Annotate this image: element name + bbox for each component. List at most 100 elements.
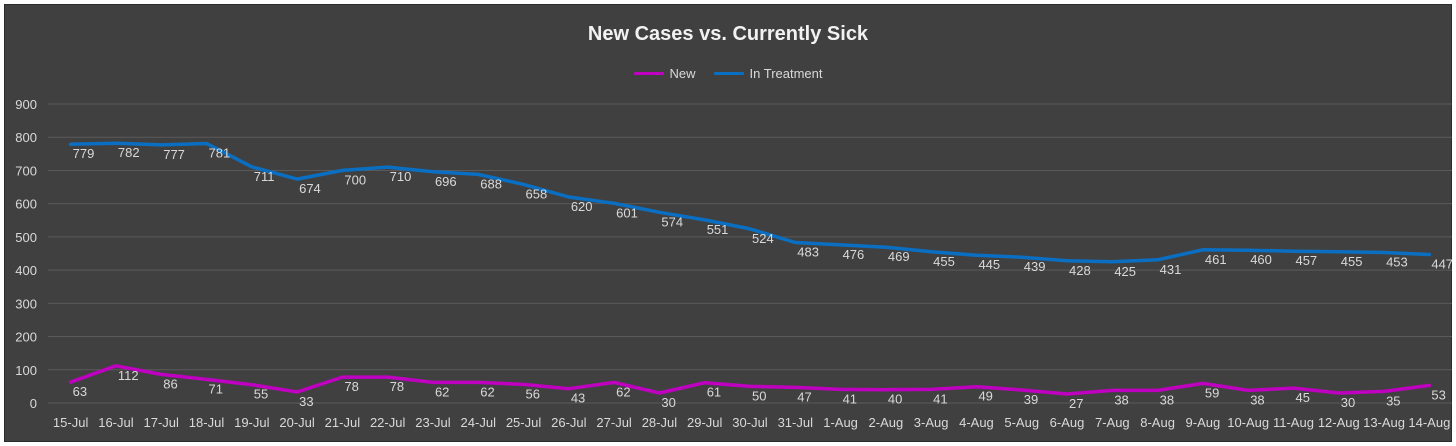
data-label-new: 112: [118, 368, 139, 383]
data-label-in-treatment: 431: [1160, 262, 1182, 277]
data-label-in-treatment: 476: [843, 247, 865, 262]
x-tick-label: 29-Jul: [687, 415, 723, 430]
x-tick-label: 22-Jul: [370, 415, 406, 430]
x-tick-label: 27-Jul: [596, 415, 632, 430]
data-label-in-treatment: 674: [299, 181, 321, 196]
x-tick-label: 6-Aug: [1050, 415, 1085, 430]
x-tick-label: 15-Jul: [53, 415, 89, 430]
data-label-new: 35: [1386, 393, 1400, 408]
data-label-in-treatment: 455: [1341, 254, 1363, 269]
y-tick-label: 100: [15, 363, 37, 378]
y-tick-label: 0: [30, 396, 37, 411]
x-tick-label: 7-Aug: [1095, 415, 1130, 430]
x-tick-label: 30-Jul: [732, 415, 768, 430]
x-tick-label: 19-Jul: [234, 415, 270, 430]
data-label-in-treatment: 453: [1386, 255, 1408, 270]
data-label-new: 53: [1431, 387, 1445, 402]
data-label-in-treatment: 601: [616, 205, 638, 220]
data-label-new: 61: [707, 385, 721, 400]
data-label-new: 33: [299, 394, 313, 409]
data-label-new: 41: [843, 391, 857, 406]
x-tick-label: 28-Jul: [642, 415, 678, 430]
x-tick-label: 26-Jul: [551, 415, 587, 430]
data-label-in-treatment: 447: [1431, 256, 1453, 271]
data-label-in-treatment: 551: [707, 222, 729, 237]
x-tick-label: 2-Aug: [869, 415, 904, 430]
data-label-in-treatment: 439: [1024, 259, 1046, 274]
data-label-new: 86: [163, 376, 177, 391]
data-label-in-treatment: 469: [888, 249, 910, 264]
data-label-new: 27: [1069, 396, 1083, 411]
x-tick-label: 21-Jul: [325, 415, 361, 430]
data-label-new: 55: [254, 387, 268, 402]
x-tick-label: 20-Jul: [279, 415, 315, 430]
y-tick-label: 300: [15, 296, 37, 311]
y-tick-label: 200: [15, 330, 37, 345]
data-label-in-treatment: 710: [390, 169, 412, 184]
x-tick-label: 13-Aug: [1363, 415, 1405, 430]
x-tick-label: 18-Jul: [189, 415, 225, 430]
x-tick-label: 16-Jul: [98, 415, 134, 430]
legend-swatch-in-treatment: [713, 72, 744, 75]
x-tick-label: 1-Aug: [823, 415, 858, 430]
x-tick-label: 25-Jul: [506, 415, 542, 430]
legend-label-new: New: [669, 66, 696, 81]
data-label-new: 50: [752, 388, 766, 403]
y-tick-label: 400: [15, 263, 37, 278]
data-label-new: 40: [888, 392, 902, 407]
x-tick-label: 11-Aug: [1273, 415, 1314, 430]
data-label-new: 38: [1160, 392, 1174, 407]
data-label-new: 30: [661, 395, 675, 410]
data-label-in-treatment: 777: [163, 147, 185, 162]
legend-item-new: New: [633, 66, 696, 81]
data-label-new: 59: [1205, 385, 1219, 400]
data-label-in-treatment: 483: [797, 245, 819, 260]
legend: New In Treatment: [5, 66, 1451, 81]
data-label-new: 78: [390, 379, 404, 394]
data-label-new: 38: [1114, 392, 1128, 407]
data-label-new: 45: [1295, 390, 1309, 405]
data-label-in-treatment: 461: [1205, 252, 1227, 267]
data-label-in-treatment: 445: [978, 257, 1000, 272]
data-label-in-treatment: 425: [1114, 264, 1136, 279]
data-label-new: 38: [1250, 392, 1264, 407]
data-label-in-treatment: 428: [1069, 263, 1091, 278]
data-label-in-treatment: 620: [571, 199, 593, 214]
data-label-in-treatment: 524: [752, 231, 774, 246]
data-label-in-treatment: 457: [1295, 253, 1317, 268]
data-label-new: 49: [978, 389, 992, 404]
series-line-new: [68, 364, 1432, 396]
legend-item-in-treatment: In Treatment: [713, 66, 823, 81]
data-label-in-treatment: 781: [209, 146, 231, 161]
data-label-new: 43: [571, 391, 585, 406]
y-tick-label: 700: [15, 163, 37, 178]
data-label-new: 30: [1341, 395, 1355, 410]
x-tick-label: 9-Aug: [1186, 415, 1221, 430]
data-label-in-treatment: 658: [526, 186, 548, 201]
data-label-new: 62: [616, 384, 630, 399]
x-tick-label: 3-Aug: [914, 415, 949, 430]
series-line-in-treatment: [68, 141, 1432, 264]
x-tick-label: 17-Jul: [144, 415, 180, 430]
data-label-in-treatment: 574: [661, 214, 683, 229]
data-label-new: 63: [73, 384, 87, 399]
data-label-in-treatment: 460: [1250, 252, 1272, 267]
x-tick-label: 14-Aug: [1408, 415, 1450, 430]
legend-label-in-treatment: In Treatment: [749, 66, 823, 81]
y-tick-label: 900: [15, 97, 37, 112]
data-label-in-treatment: 779: [73, 146, 95, 161]
x-tick-label: 5-Aug: [1004, 415, 1039, 430]
chart-title: New Cases vs. Currently Sick: [587, 23, 869, 45]
data-label-in-treatment: 782: [118, 145, 140, 160]
legend-swatch-new: [633, 72, 664, 75]
x-tick-label: 4-Aug: [959, 415, 994, 430]
data-label-in-treatment: 688: [480, 176, 502, 191]
data-label-in-treatment: 696: [435, 174, 457, 189]
data-label-new: 41: [933, 391, 947, 406]
x-tick-label: 8-Aug: [1140, 415, 1175, 430]
x-tick-label: 31-Jul: [778, 415, 814, 430]
data-label-new: 56: [526, 386, 540, 401]
y-tick-label: 800: [15, 130, 37, 145]
